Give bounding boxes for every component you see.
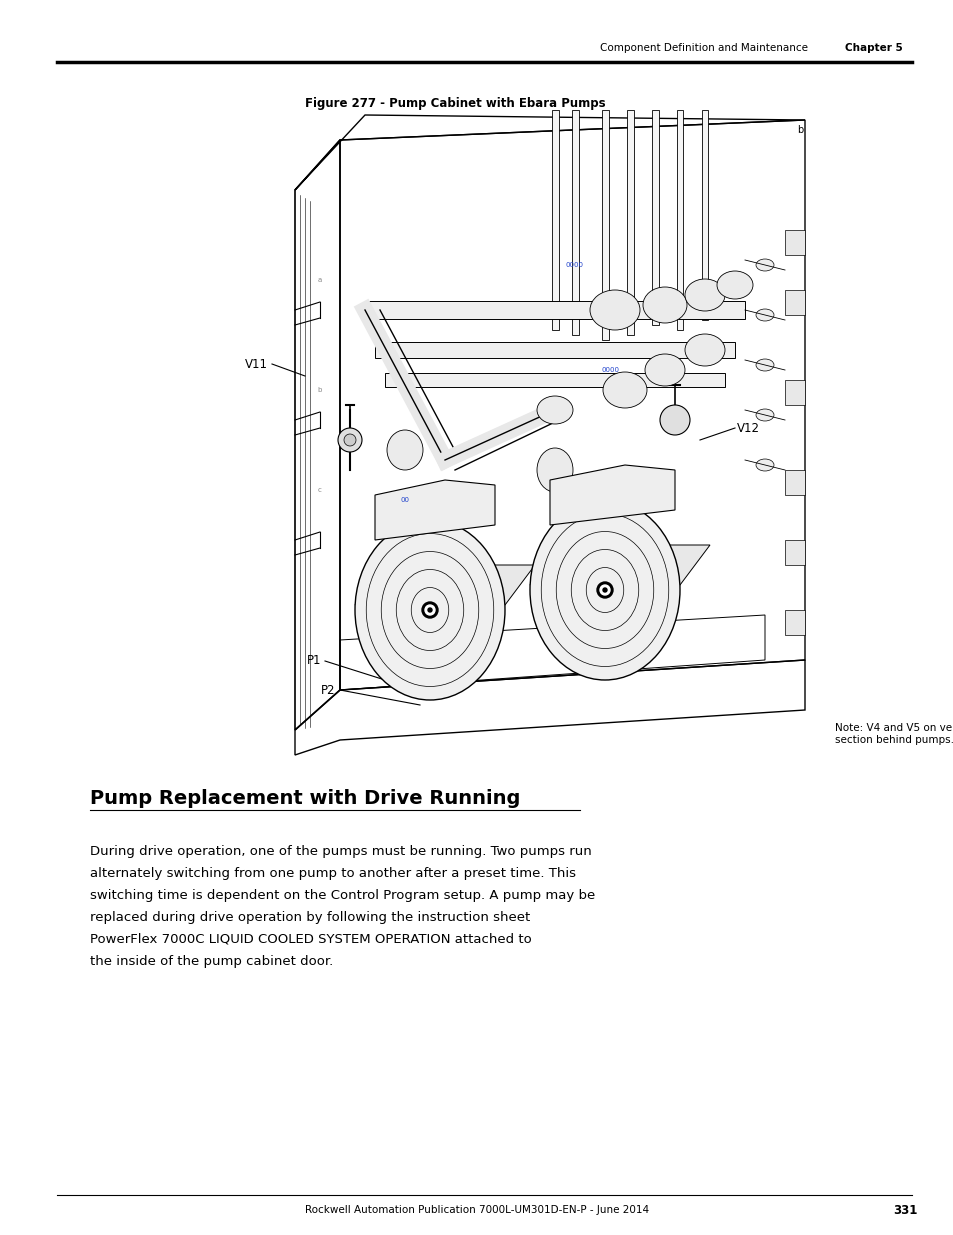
Text: c: c — [317, 487, 321, 493]
Ellipse shape — [355, 520, 504, 700]
Circle shape — [599, 585, 609, 595]
Ellipse shape — [537, 448, 573, 492]
FancyBboxPatch shape — [551, 110, 558, 330]
Text: Pump Replacement with Drive Running: Pump Replacement with Drive Running — [90, 788, 519, 808]
Ellipse shape — [644, 354, 684, 387]
Ellipse shape — [684, 279, 724, 311]
Text: V11: V11 — [245, 357, 268, 370]
Polygon shape — [550, 466, 675, 525]
Circle shape — [344, 433, 355, 446]
Circle shape — [602, 588, 606, 592]
Polygon shape — [355, 564, 535, 605]
Ellipse shape — [589, 290, 639, 330]
FancyBboxPatch shape — [571, 110, 578, 335]
Circle shape — [424, 605, 435, 615]
Ellipse shape — [755, 259, 773, 270]
Text: 0000: 0000 — [600, 367, 618, 373]
Text: PowerFlex 7000C LIQUID COOLED SYSTEM OPERATION attached to: PowerFlex 7000C LIQUID COOLED SYSTEM OPE… — [90, 932, 531, 946]
Circle shape — [428, 608, 432, 613]
FancyBboxPatch shape — [677, 110, 682, 330]
Text: P2: P2 — [320, 683, 335, 697]
Bar — [784, 610, 804, 635]
Text: Chapter 5: Chapter 5 — [844, 43, 902, 53]
Text: Component Definition and Maintenance: Component Definition and Maintenance — [599, 43, 807, 53]
Ellipse shape — [755, 459, 773, 471]
Text: b: b — [317, 387, 322, 393]
Bar — [365, 301, 744, 319]
Ellipse shape — [755, 409, 773, 421]
Text: Figure 277 - Pump Cabinet with Ebara Pumps: Figure 277 - Pump Cabinet with Ebara Pum… — [305, 96, 605, 110]
Bar — [784, 290, 804, 315]
Bar — [784, 230, 804, 254]
Ellipse shape — [755, 309, 773, 321]
Bar — [375, 342, 734, 358]
FancyBboxPatch shape — [701, 110, 707, 320]
Bar — [784, 540, 804, 564]
Ellipse shape — [684, 333, 724, 366]
FancyBboxPatch shape — [626, 110, 633, 335]
Text: replaced during drive operation by following the instruction sheet: replaced during drive operation by follo… — [90, 911, 530, 924]
Ellipse shape — [387, 430, 422, 471]
Text: 331: 331 — [892, 1203, 916, 1216]
Ellipse shape — [537, 396, 573, 424]
Ellipse shape — [755, 359, 773, 370]
Text: 00: 00 — [400, 496, 409, 503]
Text: a: a — [317, 277, 322, 283]
Bar — [385, 373, 724, 387]
Text: During drive operation, one of the pumps must be running. Two pumps run: During drive operation, one of the pumps… — [90, 845, 591, 858]
Circle shape — [337, 429, 361, 452]
Text: switching time is dependent on the Control Program setup. A pump may be: switching time is dependent on the Contr… — [90, 889, 595, 902]
Text: Rockwell Automation Publication 7000L-UM301D-EN-P - June 2014: Rockwell Automation Publication 7000L-UM… — [305, 1205, 648, 1215]
FancyBboxPatch shape — [651, 110, 658, 325]
Text: 0000: 0000 — [565, 262, 583, 268]
Ellipse shape — [717, 270, 752, 299]
Polygon shape — [375, 480, 495, 540]
Text: alternately switching from one pump to another after a preset time. This: alternately switching from one pump to a… — [90, 867, 576, 881]
Text: P1: P1 — [306, 655, 320, 667]
Ellipse shape — [642, 287, 686, 324]
Circle shape — [659, 405, 689, 435]
Text: b: b — [796, 125, 802, 135]
Text: the inside of the pump cabinet door.: the inside of the pump cabinet door. — [90, 955, 333, 968]
Bar — [784, 380, 804, 405]
Circle shape — [421, 601, 437, 618]
Bar — [784, 471, 804, 495]
Circle shape — [597, 582, 613, 598]
Ellipse shape — [602, 372, 646, 408]
FancyBboxPatch shape — [601, 110, 608, 340]
Text: Note: V4 and V5 on vertical
section behind pumps.: Note: V4 and V5 on vertical section behi… — [834, 722, 953, 745]
Polygon shape — [530, 545, 709, 585]
Text: V12: V12 — [737, 421, 760, 435]
Ellipse shape — [530, 500, 679, 680]
